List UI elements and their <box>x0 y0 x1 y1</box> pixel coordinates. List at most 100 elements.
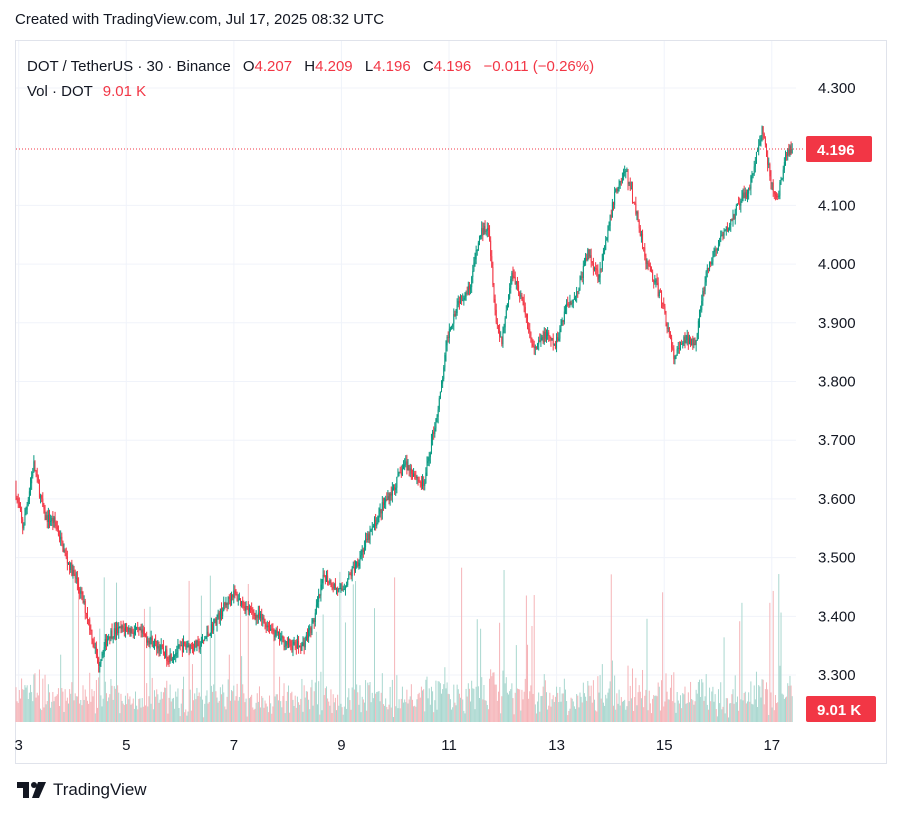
volume-bar <box>256 693 258 722</box>
volume-bar <box>27 699 29 722</box>
volume-bar <box>786 696 788 722</box>
volume-bar <box>770 692 772 722</box>
candle-body <box>183 641 185 653</box>
volume-bar <box>136 705 138 722</box>
volume-bar <box>768 714 770 722</box>
candle-body <box>744 192 746 198</box>
volume-bar <box>506 692 508 722</box>
candle-body <box>471 277 473 288</box>
candle-body <box>222 611 224 617</box>
candle-body <box>408 465 410 471</box>
volume-bar <box>189 689 191 722</box>
candle-body <box>534 346 536 349</box>
candle-body <box>188 644 190 651</box>
y-tick-label: 4.300 <box>818 80 856 97</box>
volume-bar <box>673 672 675 722</box>
candle-body <box>655 280 657 282</box>
candle-body <box>378 511 380 517</box>
volume-bar <box>356 684 358 722</box>
volume-bar <box>682 693 684 722</box>
tradingview-footer[interactable]: TradingView <box>17 780 147 800</box>
candle-body <box>635 203 637 214</box>
candle-body <box>788 149 790 155</box>
candle-body <box>165 649 167 658</box>
candle-body <box>148 640 150 644</box>
volume-bar <box>281 707 283 722</box>
candle-body <box>729 225 731 231</box>
volume-bar <box>64 689 66 722</box>
volume-bar <box>56 694 58 722</box>
volume-bar <box>773 710 775 722</box>
candle-body <box>567 303 569 305</box>
volume-bar <box>299 704 301 722</box>
candle-body <box>648 263 650 266</box>
volume-bar <box>600 698 602 722</box>
candle-body <box>443 367 445 379</box>
candle-body <box>181 645 183 653</box>
volume-bar <box>90 701 92 722</box>
x-tick-label: 3 <box>15 737 23 754</box>
candle-body <box>769 164 771 177</box>
volume-bar <box>210 685 212 722</box>
volume-bar <box>791 696 793 722</box>
candle-body <box>155 640 157 642</box>
candle-body <box>224 602 226 606</box>
volume-bar <box>40 708 42 722</box>
candle-body <box>524 307 526 315</box>
volume-bar <box>485 700 487 722</box>
volume-bar <box>569 708 571 722</box>
candle-body <box>117 627 119 634</box>
volume-bar <box>112 699 114 722</box>
volume-label[interactable]: Vol · DOT <box>27 83 93 100</box>
candle-body <box>362 549 364 552</box>
candle-body <box>754 163 756 167</box>
candle-body <box>150 637 152 640</box>
candle-body <box>112 637 114 639</box>
volume-bar <box>143 608 145 722</box>
candle-body <box>346 585 348 587</box>
volume-bar <box>137 709 139 722</box>
volume-bar <box>151 677 153 722</box>
candle-body <box>554 343 556 349</box>
volume-bar <box>331 712 333 722</box>
volume-bar <box>114 688 116 722</box>
volume-bar <box>376 692 378 722</box>
volume-bar <box>504 683 506 722</box>
chart-frame[interactable] <box>15 40 887 764</box>
volume-bar <box>97 707 99 722</box>
candle-body <box>33 461 35 473</box>
volume-badge-label: 9.01 K <box>817 702 861 719</box>
volume-bar <box>500 713 502 722</box>
candle-body <box>66 556 68 564</box>
volume-bar <box>203 717 205 722</box>
candle-body <box>724 230 726 232</box>
volume-bar <box>274 696 276 722</box>
volume-bar <box>130 704 132 722</box>
volume-bar <box>73 700 75 722</box>
candle-body <box>396 476 398 488</box>
volume-bar <box>579 692 581 722</box>
candle-body <box>602 250 604 255</box>
candle-body <box>226 602 228 605</box>
volume-bar <box>362 699 364 722</box>
candle-body <box>348 574 350 580</box>
volume-bar <box>635 677 637 722</box>
candle-body <box>149 639 151 644</box>
candle-body <box>177 645 179 653</box>
candle-body <box>256 615 258 618</box>
candle-body <box>789 146 791 155</box>
candle-body <box>369 530 371 540</box>
y-tick-label: 4.000 <box>818 256 856 273</box>
candle-body <box>113 628 115 638</box>
volume-bar <box>21 678 23 722</box>
symbol-name[interactable]: DOT / TetherUS · 30 · Binance <box>27 58 231 75</box>
volume-bar <box>403 702 405 722</box>
candle-body <box>427 461 429 463</box>
volume-bar <box>276 694 278 722</box>
volume-bar <box>242 684 244 722</box>
candle-body <box>757 150 759 152</box>
price-candles <box>15 125 793 673</box>
candle-body <box>187 644 189 647</box>
volume-bar <box>24 685 26 722</box>
